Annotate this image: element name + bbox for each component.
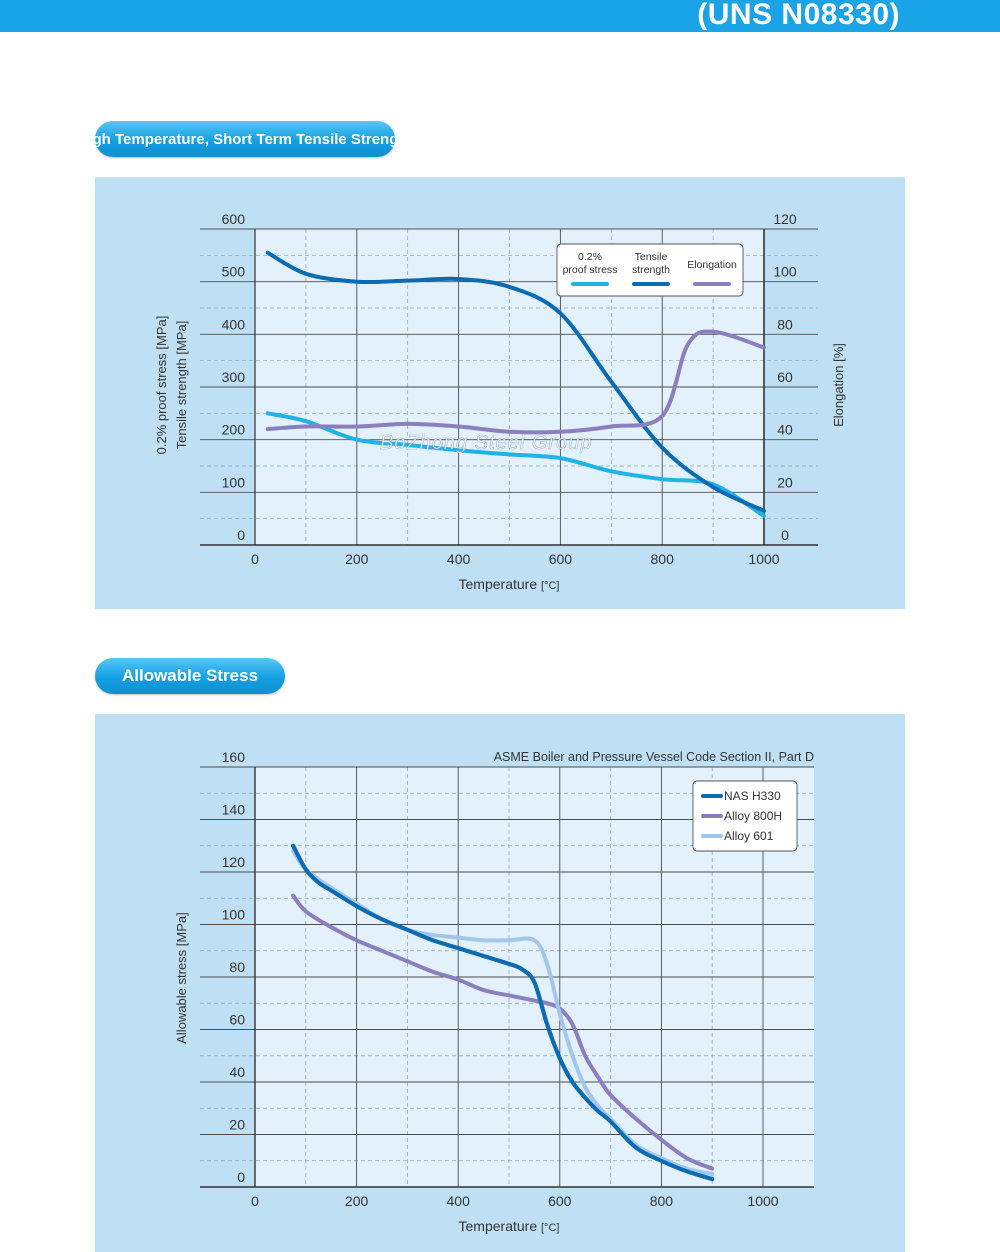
legend-box: [692, 780, 798, 852]
y-tick-label: 80: [229, 959, 245, 975]
x-tick-label: 800: [651, 551, 675, 567]
y-axis-label: Allowable stress [MPa]: [174, 912, 189, 1044]
legend-label: strength: [632, 264, 670, 276]
watermark: BoZhong Steel Group: [380, 432, 593, 455]
y2-axis-label: Elongation [%]: [831, 343, 846, 427]
page-title: (UNS N08330): [697, 0, 900, 31]
legend-label: Alloy 601: [724, 829, 774, 843]
legend-label: Tensile: [635, 251, 668, 263]
y-tick-label: 20: [229, 1117, 245, 1133]
y-tick-label: 600: [222, 211, 246, 227]
y-tick-label: 300: [222, 369, 246, 385]
series-line-overlay: [291, 843, 715, 1182]
y2-tick-label: 20: [777, 474, 793, 490]
y2-tick-label: 40: [777, 422, 793, 438]
y2-tick-label: 80: [777, 316, 793, 332]
y-tick-label: 100: [222, 474, 246, 490]
x-tick-label: 600: [549, 551, 573, 567]
x-tick-label: 1000: [747, 1193, 778, 1209]
legend-label: Alloy 800H: [724, 809, 782, 823]
y-tick-label: 0: [237, 527, 245, 543]
legend-label: 0.2%: [578, 251, 602, 263]
y-tick-label: 160: [222, 749, 246, 765]
x-tick-label: 800: [650, 1193, 674, 1209]
x-tick-label: 200: [345, 1193, 369, 1209]
y-tick-label: 500: [222, 264, 246, 280]
y2-tick-label: 0: [781, 527, 789, 543]
x-tick-label: 0: [251, 551, 259, 567]
y-tick-label: 100: [222, 907, 246, 923]
x-tick-label: 0: [251, 1193, 259, 1209]
x-axis-label: Temperature [°C]: [459, 576, 560, 592]
y-tick-label: 40: [229, 1064, 245, 1080]
x-tick-label: 600: [548, 1193, 572, 1209]
y-tick-label: 400: [222, 316, 246, 332]
y-tick-label: 120: [222, 854, 246, 870]
y-axis-label: 0.2% proof stress [MPa]: [154, 316, 169, 455]
series-line: [265, 250, 766, 513]
legend-label: proof stress: [563, 264, 618, 276]
y-tick-label: 200: [222, 422, 246, 438]
y-tick-label: 140: [222, 802, 246, 818]
x-axis-label: Temperature [°C]: [459, 1218, 560, 1234]
y-axis-label: Tensile strength [MPa]: [174, 321, 189, 450]
legend-label: NAS H330: [724, 789, 781, 803]
series-line: [265, 329, 766, 435]
x-tick-label: 400: [447, 551, 471, 567]
y-tick-label: 60: [229, 1012, 245, 1028]
legend-label: Elongation: [687, 259, 737, 271]
x-tick-label: 1000: [748, 551, 779, 567]
section-heading-allowable: Allowable Stress: [95, 658, 285, 694]
chart-annotation: ASME Boiler and Pressure Vessel Code Sec…: [494, 750, 814, 764]
y2-tick-label: 100: [773, 264, 797, 280]
x-tick-label: 200: [345, 551, 369, 567]
top-banner: (UNS N08330): [0, 0, 1000, 32]
x-tick-label: 400: [447, 1193, 471, 1209]
section-heading-tensile: High Temperature, Short Term Tensile Str…: [77, 121, 413, 157]
series-line: [265, 411, 766, 518]
y2-tick-label: 120: [773, 211, 797, 227]
series-line: [291, 893, 715, 1171]
y-tick-label: 0: [237, 1169, 245, 1185]
y2-tick-label: 60: [777, 369, 793, 385]
